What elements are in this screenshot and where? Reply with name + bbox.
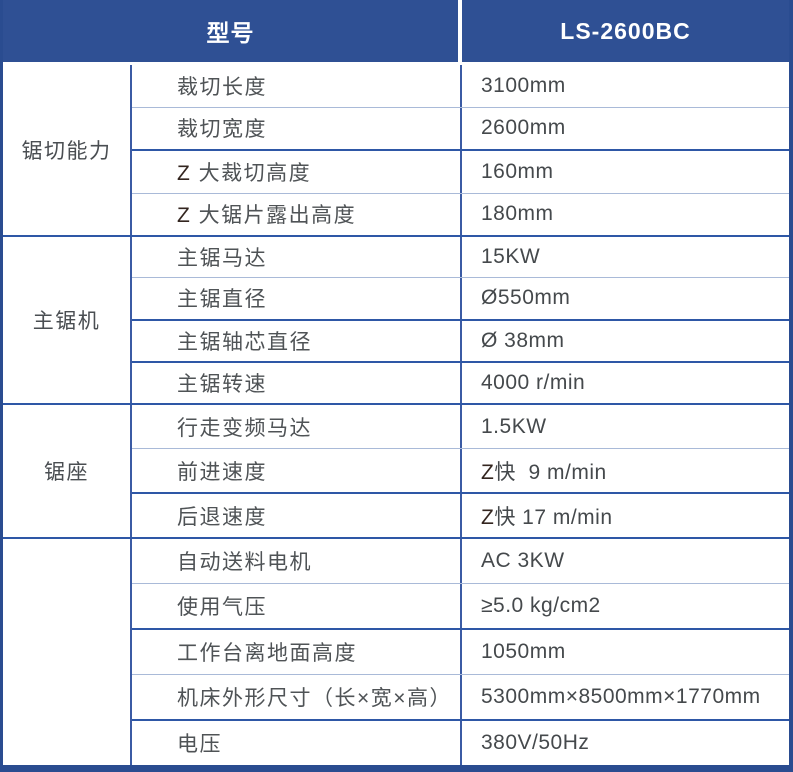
spec-row: 工作台离地面高度 1050mm bbox=[132, 628, 789, 674]
spec-row: 主锯轴芯直径 Ø 38mm bbox=[132, 318, 789, 361]
spec-value-text: Z快 9 m/min bbox=[481, 460, 607, 484]
spec-row: 主锯马达 15KW bbox=[132, 237, 789, 278]
spec-value: Z快 17 m/min bbox=[460, 494, 789, 537]
spec-label: 主锯直径 bbox=[177, 288, 267, 312]
spec-label: 主锯马达 bbox=[177, 247, 267, 271]
section-rows: 自动送料电机 AC 3KW 使用气压 ≥5.0 kg/cm2 工作台离地面高度 … bbox=[132, 539, 789, 765]
section-saw-carriage: 锯座 行走变频马达 1.5KW 前进速度 Z快 9 m/min 后退速度 Z快 … bbox=[3, 403, 789, 537]
spec-value-text: Ø 38mm bbox=[481, 328, 565, 352]
spec-label: 裁切宽度 bbox=[177, 118, 267, 142]
category-cell bbox=[3, 539, 132, 765]
section-sawing-capacity: 锯切能力 裁切长度 3100mm 裁切宽度 2600mm Z 大裁切高度 160… bbox=[3, 65, 789, 235]
spec-value-text: 180mm bbox=[481, 202, 554, 226]
spec-row: 行走变频马达 1.5KW bbox=[132, 405, 789, 448]
spec-value: 1050mm bbox=[460, 630, 789, 674]
spec-label: 电压 bbox=[177, 733, 222, 756]
spec-value-text: 2600mm bbox=[481, 116, 566, 140]
spec-value: 3100mm bbox=[460, 65, 789, 107]
spec-value: 4000 r/min bbox=[460, 362, 789, 403]
section-main-saw: 主锯机 主锯马达 15KW 主锯直径 Ø550mm 主锯轴芯直径 Ø 38mm … bbox=[3, 235, 789, 403]
category-cell: 锯切能力 bbox=[3, 65, 132, 235]
spec-row: 后退速度 Z快 17 m/min bbox=[132, 492, 789, 537]
spec-value: 380V/50Hz bbox=[460, 721, 789, 765]
table-body: 锯切能力 裁切长度 3100mm 裁切宽度 2600mm Z 大裁切高度 160… bbox=[3, 65, 789, 765]
spec-label: 工作台离地面高度 bbox=[177, 642, 357, 665]
spec-row: 主锯直径 Ø550mm bbox=[132, 277, 789, 319]
spec-label: 机床外形尺寸（长×宽×高） bbox=[177, 687, 453, 710]
spec-label: 后退速度 bbox=[177, 505, 267, 529]
spec-value-text: 4000 r/min bbox=[481, 370, 586, 394]
spec-value-text: 1.5KW bbox=[481, 414, 547, 438]
spec-row: 机床外形尺寸（长×宽×高） 5300mm×8500mm×1770mm bbox=[132, 674, 789, 719]
spec-value: 160mm bbox=[460, 151, 789, 193]
header-model-value: LS-2600BC bbox=[462, 0, 789, 62]
spec-value: ≥5.0 kg/cm2 bbox=[460, 584, 789, 628]
spec-row: Z 大锯片露出高度 180mm bbox=[132, 192, 789, 235]
header-divider bbox=[458, 0, 462, 62]
spec-label: 主锯转速 bbox=[177, 372, 267, 396]
spec-label: 裁切长度 bbox=[177, 75, 267, 99]
section-rows: 裁切长度 3100mm 裁切宽度 2600mm Z 大裁切高度 160mm Z … bbox=[132, 65, 789, 235]
spec-value: 2600mm bbox=[460, 107, 789, 149]
category-cell: 主锯机 bbox=[3, 237, 132, 403]
category-cell: 锯座 bbox=[3, 405, 132, 537]
spec-value: 5300mm×8500mm×1770mm bbox=[460, 675, 789, 719]
spec-value-text: 3100mm bbox=[481, 73, 566, 97]
spec-row: 使用气压 ≥5.0 kg/cm2 bbox=[132, 583, 789, 628]
header-model-label: 型号 bbox=[3, 0, 458, 62]
spec-row: 前进速度 Z快 9 m/min bbox=[132, 448, 789, 492]
spec-label: 使用气压 bbox=[177, 596, 267, 619]
spec-label: Z 大裁切高度 bbox=[177, 161, 312, 185]
spec-row: 裁切长度 3100mm bbox=[132, 65, 789, 107]
spec-value: 15KW bbox=[460, 237, 789, 278]
spec-value-text: 1050mm bbox=[481, 640, 566, 663]
spec-value: Z快 9 m/min bbox=[460, 449, 789, 492]
spec-row: 主锯转速 4000 r/min bbox=[132, 360, 789, 403]
spec-label: 前进速度 bbox=[177, 460, 267, 484]
spec-value-text: 160mm bbox=[481, 159, 554, 183]
spec-value-text: Ø550mm bbox=[481, 286, 571, 310]
spec-row: 电压 380V/50Hz bbox=[132, 719, 789, 765]
spec-value-text: ≥5.0 kg/cm2 bbox=[481, 594, 601, 617]
spec-label: 自动送料电机 bbox=[177, 551, 312, 574]
section-rows: 主锯马达 15KW 主锯直径 Ø550mm 主锯轴芯直径 Ø 38mm 主锯转速… bbox=[132, 237, 789, 403]
spec-label: Z 大锯片露出高度 bbox=[177, 204, 357, 228]
spec-label: 行走变频马达 bbox=[177, 416, 312, 440]
spec-row: 自动送料电机 AC 3KW bbox=[132, 539, 789, 583]
spec-value-text: 5300mm×8500mm×1770mm bbox=[481, 685, 761, 708]
spec-value-text: AC 3KW bbox=[481, 549, 565, 572]
spec-row: Z 大裁切高度 160mm bbox=[132, 149, 789, 193]
spec-value: AC 3KW bbox=[460, 539, 789, 583]
spec-value: Ø550mm bbox=[460, 278, 789, 319]
spec-value: 180mm bbox=[460, 193, 789, 235]
section-general: 自动送料电机 AC 3KW 使用气压 ≥5.0 kg/cm2 工作台离地面高度 … bbox=[3, 537, 789, 765]
spec-value-text: Z快 17 m/min bbox=[481, 505, 613, 529]
spec-row: 裁切宽度 2600mm bbox=[132, 106, 789, 149]
spec-label: 主锯轴芯直径 bbox=[177, 330, 312, 354]
spec-value: Ø 38mm bbox=[460, 320, 789, 361]
spec-value-text: 15KW bbox=[481, 245, 541, 269]
spec-value: 1.5KW bbox=[460, 405, 789, 448]
spec-value-text: 380V/50Hz bbox=[481, 731, 590, 754]
table-header: 型号 LS-2600BC bbox=[3, 0, 789, 62]
section-rows: 行走变频马达 1.5KW 前进速度 Z快 9 m/min 后退速度 Z快 17 … bbox=[132, 405, 789, 537]
